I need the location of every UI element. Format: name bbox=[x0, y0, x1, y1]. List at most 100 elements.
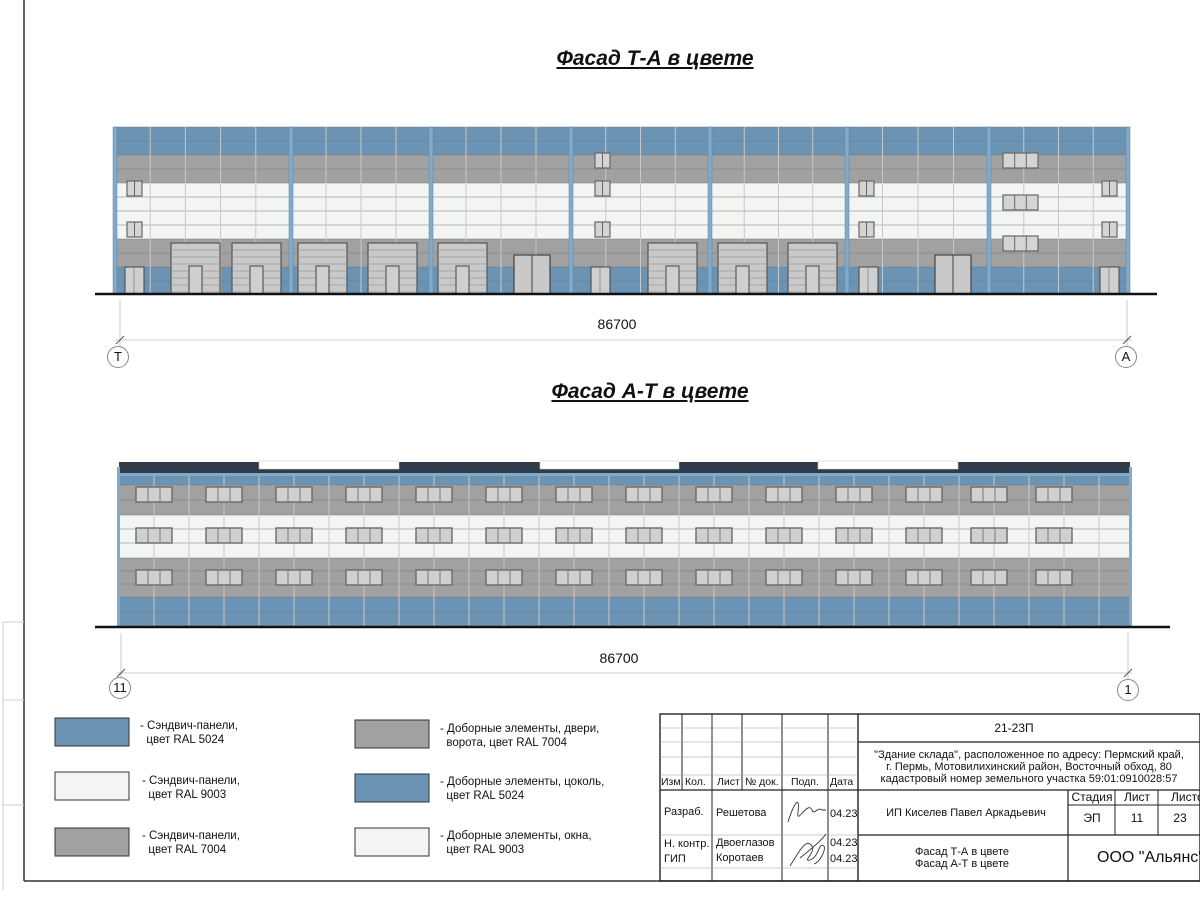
ribbon-window bbox=[555, 569, 593, 586]
parapet-flashing bbox=[119, 473, 1130, 476]
ribbon-window bbox=[205, 569, 243, 586]
parapet-gap bbox=[258, 460, 400, 470]
role: Н. контр. bbox=[664, 838, 710, 850]
role: ГИП bbox=[664, 853, 686, 865]
pilaster bbox=[1125, 126, 1131, 295]
ribbon-window bbox=[905, 527, 943, 544]
legend-item-text: - Сэндвич-панели, цвет RAL 7004 bbox=[142, 830, 240, 856]
ribbon-window bbox=[905, 569, 943, 586]
wicket-door bbox=[315, 265, 330, 295]
legend-swatch bbox=[54, 771, 130, 801]
ribbon-window bbox=[275, 486, 313, 503]
ribbon-window bbox=[695, 527, 733, 544]
object-description-line1: "Здание склада", расположенное по адресу… bbox=[874, 749, 1184, 761]
ribbon-window bbox=[695, 486, 733, 503]
ribbon-window bbox=[345, 569, 383, 586]
legend-item-text: - Сэндвич-панели, цвет RAL 5024 bbox=[140, 720, 238, 746]
header-izm: Изм. bbox=[661, 776, 684, 788]
person-name: Решетова bbox=[716, 807, 767, 819]
ribbon-window bbox=[345, 486, 383, 503]
window bbox=[1002, 194, 1039, 211]
object-description-line3: кадастровый номер земельного участка 59:… bbox=[880, 773, 1178, 785]
facade-top-title: Фасад Т-А в цвете bbox=[556, 47, 754, 70]
ribbon-window bbox=[970, 527, 1008, 544]
person-name: Двоеглазов bbox=[716, 837, 775, 849]
corner-pilaster bbox=[1129, 467, 1132, 627]
ribbon-window bbox=[275, 527, 313, 544]
ribbon-window bbox=[765, 527, 803, 544]
ribbon-window bbox=[1035, 486, 1073, 503]
header-list: Лист bbox=[717, 776, 740, 788]
pilaster bbox=[986, 126, 992, 295]
facade-bottom-dimension: 86700 bbox=[599, 650, 639, 666]
parapet-gap bbox=[817, 460, 959, 470]
ribbon-window bbox=[555, 527, 593, 544]
sign-date: 04.23 bbox=[830, 808, 858, 820]
sheet-title-line1: Фасад Т-А в цвете bbox=[914, 846, 1010, 858]
pilaster bbox=[112, 126, 118, 295]
role: Разраб. bbox=[664, 806, 704, 818]
ribbon-window bbox=[835, 527, 873, 544]
legend-swatch bbox=[54, 717, 130, 747]
window bbox=[1002, 235, 1039, 252]
pilaster bbox=[428, 126, 434, 295]
company-name: ООО "Альянс" bbox=[1097, 849, 1200, 866]
legend-swatch bbox=[54, 827, 130, 857]
legend-item-text: - Сэндвич-панели, цвет RAL 9003 bbox=[142, 775, 240, 801]
sheet-title-line2: Фасад А-Т в цвете bbox=[914, 858, 1010, 870]
ribbon-window bbox=[415, 569, 453, 586]
legend-swatch bbox=[354, 773, 430, 803]
ribbon-window bbox=[835, 569, 873, 586]
ribbon-window bbox=[345, 527, 383, 544]
ribbon-window bbox=[485, 486, 523, 503]
stage-value: ЭП bbox=[1083, 811, 1101, 825]
dimension-tick bbox=[116, 668, 126, 678]
pilaster bbox=[568, 126, 574, 295]
axis-marker-right: 1 bbox=[1117, 679, 1139, 701]
ribbon-window bbox=[415, 486, 453, 503]
object-description-line2: г. Пермь, Мотовилихинский район, Восточн… bbox=[886, 761, 1172, 773]
ribbon-window bbox=[555, 486, 593, 503]
axis-marker-left: 11 bbox=[109, 677, 131, 699]
ribbon-window bbox=[275, 569, 313, 586]
dimension-tick bbox=[1123, 668, 1133, 678]
sheets-label: Листов bbox=[1171, 790, 1200, 804]
dimension-tick bbox=[1122, 335, 1132, 345]
ribbon-window bbox=[415, 527, 453, 544]
pilaster bbox=[288, 126, 294, 295]
ribbon-window bbox=[765, 569, 803, 586]
legend-item-text: - Доборные элементы, цоколь, цвет RAL 50… bbox=[440, 776, 605, 802]
axis-marker-right: А bbox=[1115, 346, 1137, 368]
ribbon-window bbox=[135, 486, 173, 503]
ribbon-window bbox=[625, 486, 663, 503]
wicket-door bbox=[735, 265, 750, 295]
corner-pilaster bbox=[117, 467, 120, 627]
sheet-value: 11 bbox=[1130, 811, 1144, 825]
ribbon-window bbox=[970, 569, 1008, 586]
header-doc: № док. bbox=[745, 776, 779, 788]
window bbox=[1002, 152, 1039, 169]
person-name: Коротаев bbox=[716, 852, 764, 864]
wicket-door bbox=[249, 265, 264, 295]
ribbon-window bbox=[625, 527, 663, 544]
wall-band bbox=[119, 476, 1130, 485]
pilaster bbox=[707, 126, 713, 295]
dimension-tick bbox=[115, 335, 125, 345]
facade-top-dimension: 86700 bbox=[597, 316, 637, 332]
header-kol: Кол. bbox=[685, 776, 706, 788]
wicket-door bbox=[455, 265, 470, 295]
title-block-frame bbox=[659, 713, 1200, 882]
legend-item-text: - Доборные элементы, двери, ворота, цвет… bbox=[440, 723, 600, 749]
signature-razrab bbox=[787, 801, 826, 823]
wicket-door bbox=[805, 265, 820, 295]
ribbon-window bbox=[835, 486, 873, 503]
ribbon-window bbox=[135, 527, 173, 544]
ribbon-window bbox=[205, 527, 243, 544]
axis-marker-left: Т bbox=[107, 346, 129, 368]
sheet-label: Лист bbox=[1123, 790, 1151, 804]
ribbon-window bbox=[205, 486, 243, 503]
wicket-door bbox=[385, 265, 400, 295]
legend-swatch bbox=[354, 827, 430, 857]
